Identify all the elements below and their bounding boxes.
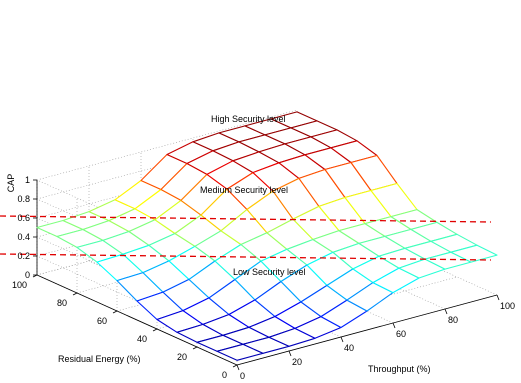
grid-line — [296, 204, 498, 296]
y-tick-mark — [152, 328, 158, 332]
annotation-low: Low Security level — [233, 267, 306, 277]
y-tick-label: 60 — [97, 316, 107, 326]
y-axis-label: Residual Energy (%) — [58, 354, 141, 364]
x-tick-label: 60 — [396, 329, 406, 339]
z-tick-label: 1 — [25, 175, 30, 185]
y-tick-label: 100 — [12, 280, 27, 290]
x-axis-label: Throughput (%) — [368, 364, 431, 374]
z-tick-label: 0.6 — [17, 213, 30, 223]
x-tick-mark — [496, 294, 500, 301]
x-tick-label: 0 — [240, 371, 245, 381]
threshold-lines — [0, 215, 492, 261]
z-tick-label: 0 — [25, 270, 30, 280]
y-tick-mark — [232, 364, 238, 368]
y-tick-mark — [72, 292, 78, 296]
surface-cell — [450, 244, 498, 263]
y-axis-line — [36, 274, 238, 366]
x-tick-mark — [392, 322, 396, 329]
y-tick-mark — [192, 346, 198, 350]
x-tick-mark — [236, 364, 240, 371]
z-axis-label: CAP — [6, 174, 16, 193]
y-tick-label: 20 — [177, 352, 187, 362]
y-tick-mark — [112, 310, 118, 314]
annotation-high: High Security level — [211, 114, 286, 124]
surface-mesh — [36, 111, 498, 361]
x-tick-mark — [340, 336, 344, 343]
y-tick-label: 0 — [222, 370, 227, 380]
x-tick-label: 80 — [448, 315, 458, 325]
annotation-medium: Medium Security level — [200, 185, 288, 195]
z-tick-label: 0.4 — [17, 232, 30, 242]
z-tick-label: 0.2 — [17, 251, 30, 261]
x-tick-mark — [288, 350, 292, 357]
y-tick-label: 40 — [137, 334, 147, 344]
y-tick-label: 80 — [57, 298, 67, 308]
x-tick-label: 20 — [292, 357, 302, 367]
axes — [32, 179, 500, 371]
x-axis-line — [236, 294, 498, 366]
x-tick-label: 40 — [344, 343, 354, 353]
grid-line — [244, 218, 446, 310]
x-tick-label: 100 — [500, 301, 515, 311]
z-tick-label: 0.8 — [17, 194, 30, 204]
threshold-line-low — [0, 253, 492, 261]
threshold-line-high — [0, 215, 492, 223]
x-tick-mark — [444, 308, 448, 315]
